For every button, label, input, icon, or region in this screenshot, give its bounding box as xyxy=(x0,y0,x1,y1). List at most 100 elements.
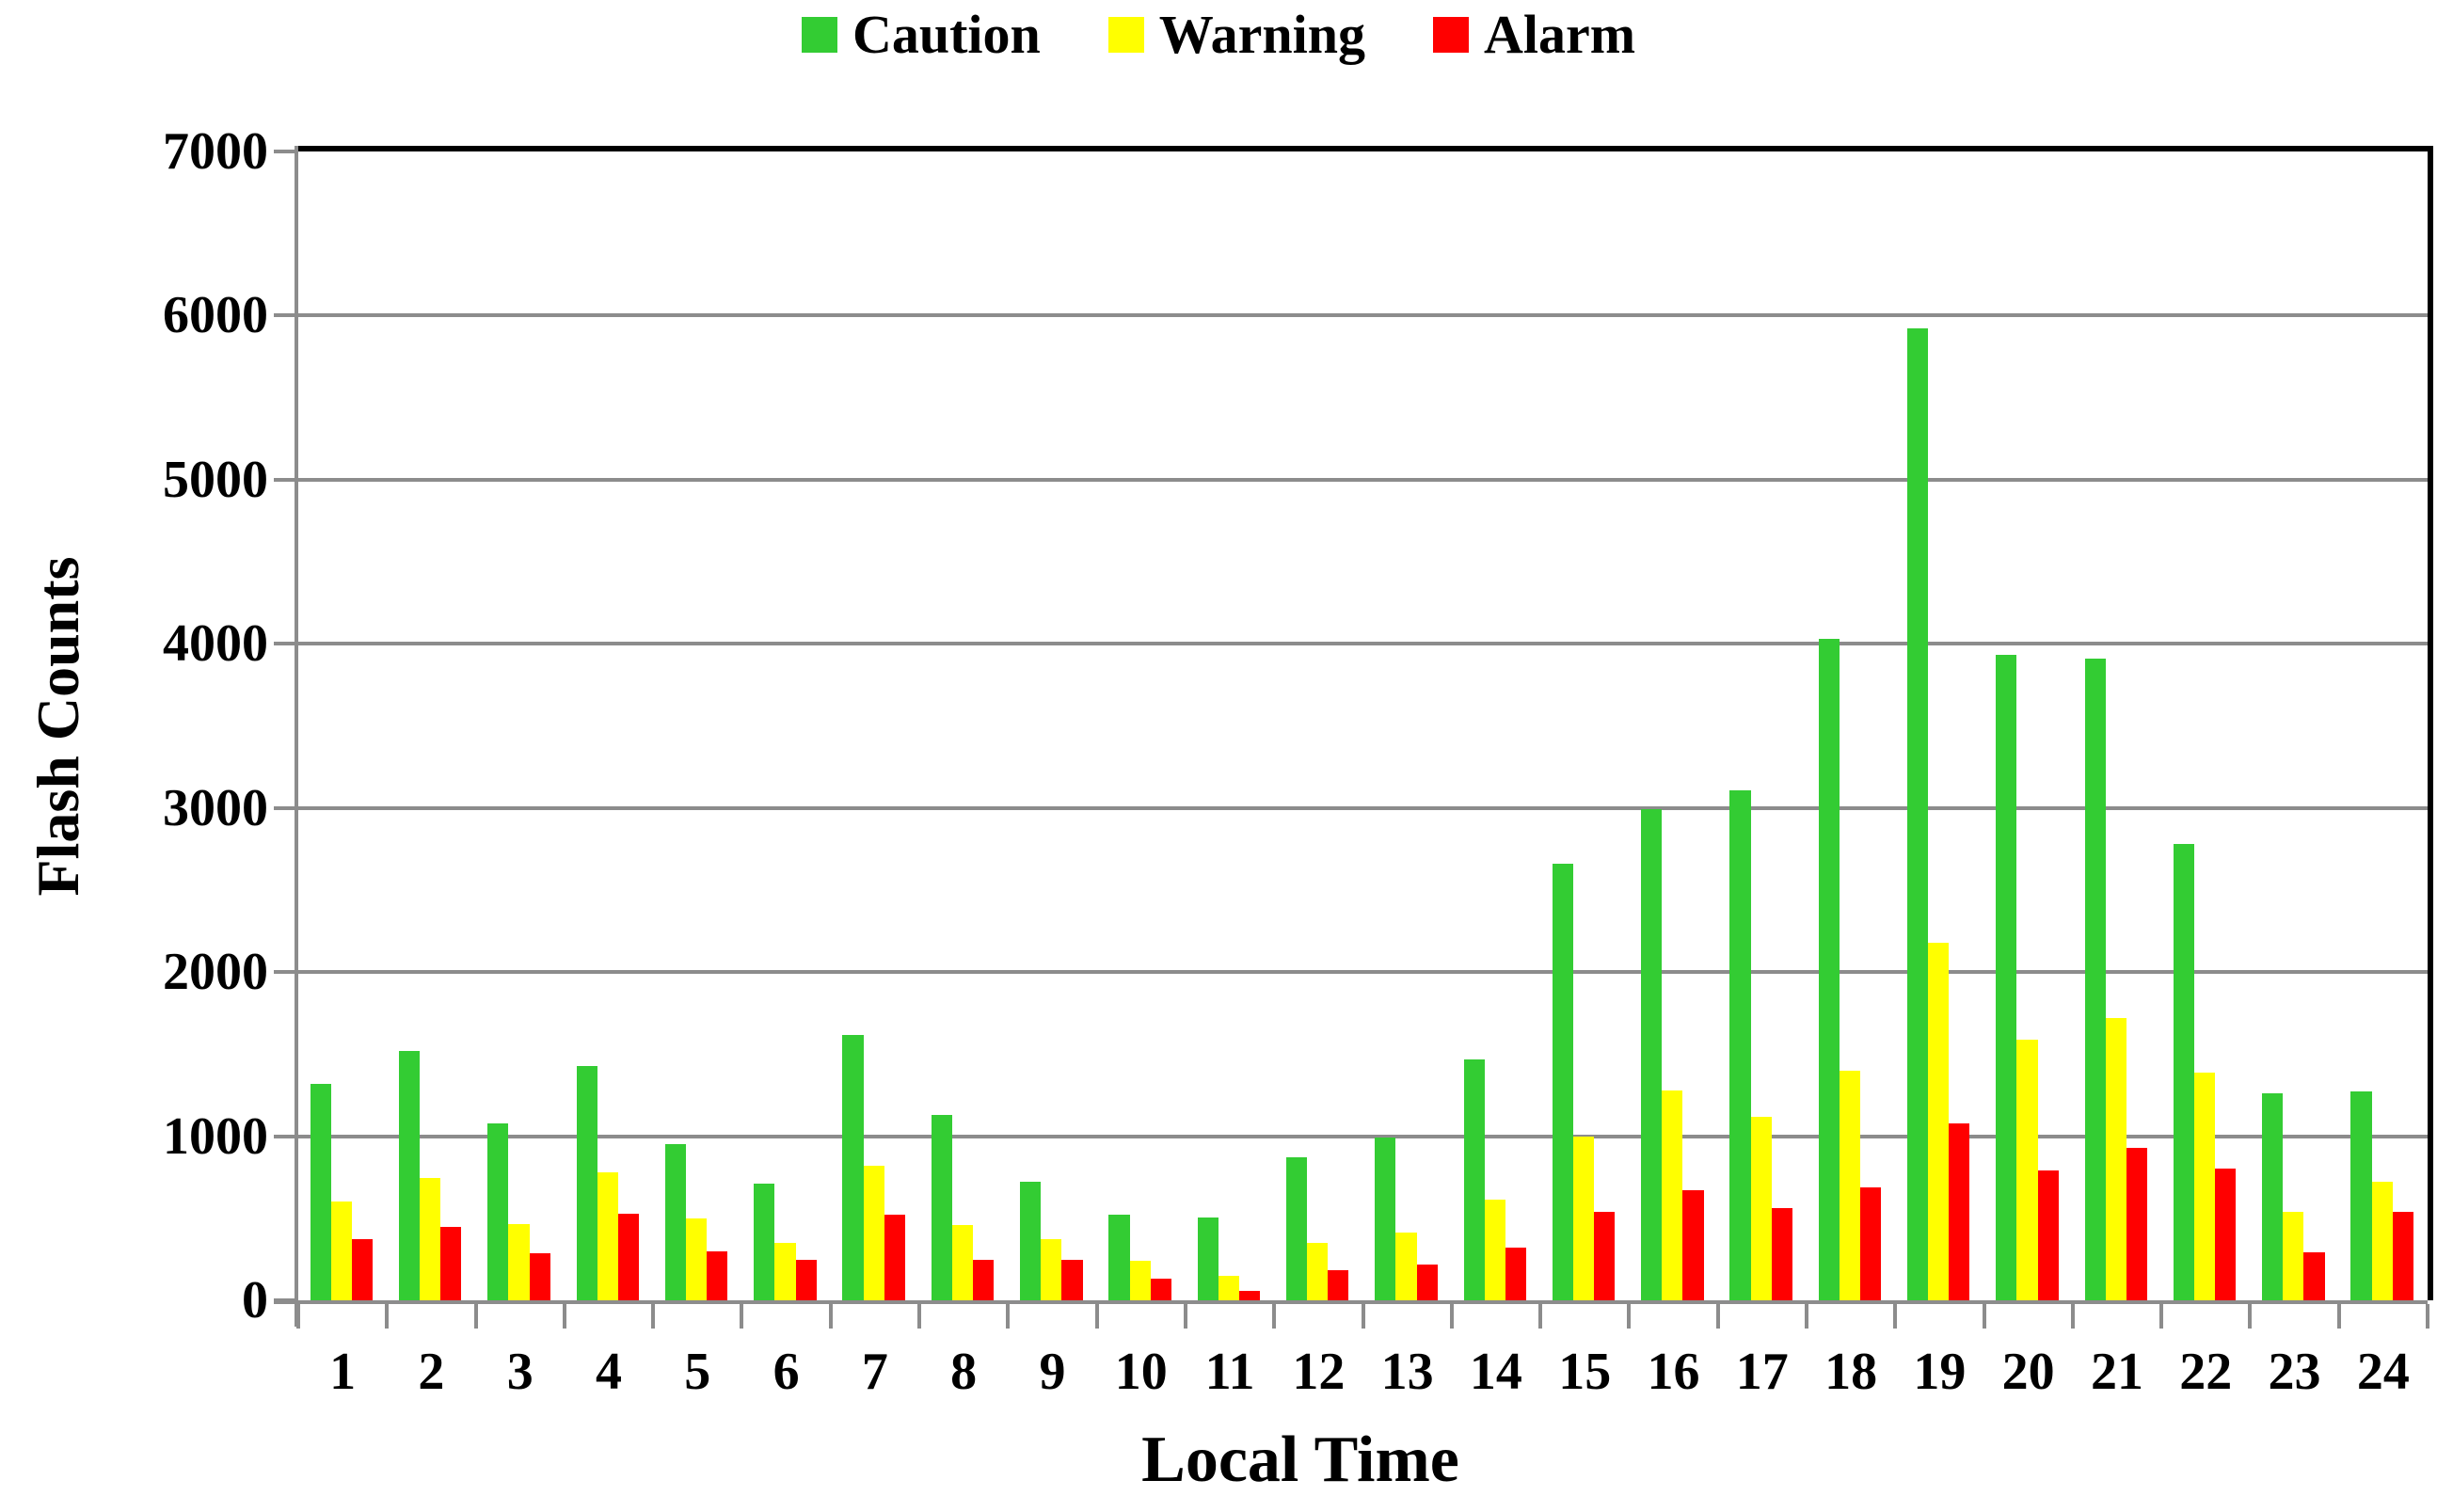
x-tick-label-17: 17 xyxy=(1735,1343,1789,1401)
bar-alarm-6 xyxy=(795,1260,817,1300)
bar-alarm-15 xyxy=(1594,1211,1616,1300)
legend-item-alarm: Alarm xyxy=(1432,8,1635,62)
bar-alarm-1 xyxy=(352,1239,374,1300)
legend-swatch-alarm xyxy=(1432,17,1469,53)
bar-alarm-17 xyxy=(1771,1208,1792,1300)
x-tick-label-22: 22 xyxy=(2179,1343,2233,1401)
x-tick-label-5: 5 xyxy=(684,1343,711,1401)
y-tick-2000 xyxy=(274,970,298,975)
x-tick-10 xyxy=(1183,1304,1187,1329)
gridline-6000 xyxy=(298,313,2428,318)
gridline-1000 xyxy=(298,1134,2428,1138)
bar-warning-18 xyxy=(1839,1070,1860,1300)
bar-alarm-9 xyxy=(1061,1260,1083,1300)
bar-warning-7 xyxy=(863,1165,884,1300)
bar-caution-24 xyxy=(2350,1091,2372,1300)
bar-caution-8 xyxy=(931,1114,952,1300)
x-tick-7 xyxy=(917,1304,922,1329)
y-tick-0 xyxy=(274,1298,298,1302)
y-tick-label-7000: 7000 xyxy=(163,122,268,181)
x-tick-label-8: 8 xyxy=(950,1343,978,1401)
legend-item-caution: Caution xyxy=(801,4,1041,65)
bar-alarm-18 xyxy=(1860,1186,1882,1300)
x-tick-label-23: 23 xyxy=(2268,1343,2321,1401)
bar-alarm-14 xyxy=(1505,1248,1526,1300)
y-tick-label-2000: 2000 xyxy=(163,943,268,1002)
bar-warning-5 xyxy=(686,1218,708,1300)
bar-warning-19 xyxy=(1928,942,1950,1300)
y-tick-4000 xyxy=(274,642,298,646)
bar-caution-11 xyxy=(1197,1217,1218,1300)
bar-warning-10 xyxy=(1129,1261,1151,1300)
x-tick-11 xyxy=(1272,1304,1277,1329)
x-tick-24 xyxy=(2426,1304,2429,1329)
legend: Caution Warning Alarm xyxy=(0,8,2437,62)
legend-swatch-caution xyxy=(801,17,837,53)
bar-caution-20 xyxy=(1996,655,2017,1300)
x-tick-15 xyxy=(1627,1304,1632,1329)
x-tick-label-12: 12 xyxy=(1292,1343,1346,1401)
x-tick-label-13: 13 xyxy=(1380,1343,1434,1401)
bar-warning-9 xyxy=(1041,1239,1062,1300)
bar-caution-15 xyxy=(1552,864,1573,1300)
x-tick-12 xyxy=(1361,1304,1365,1329)
x-tick-label-14: 14 xyxy=(1469,1343,1522,1401)
bar-warning-15 xyxy=(1572,1136,1595,1300)
legend-item-warning: Warning xyxy=(1107,8,1365,62)
x-tick-label-10: 10 xyxy=(1114,1343,1168,1401)
bar-warning-1 xyxy=(330,1202,353,1300)
x-tick-20 xyxy=(2070,1304,2075,1329)
x-tick-label-9: 9 xyxy=(1039,1343,1066,1401)
x-tick-3 xyxy=(562,1304,566,1329)
legend-label-caution: Caution xyxy=(852,4,1041,65)
x-tick-5 xyxy=(740,1304,744,1329)
gridline-5000 xyxy=(298,477,2428,482)
x-tick-2 xyxy=(473,1304,478,1329)
bar-alarm-23 xyxy=(2303,1252,2325,1300)
bar-warning-11 xyxy=(1218,1275,1239,1300)
y-tick-label-5000: 5000 xyxy=(163,450,268,509)
bar-alarm-21 xyxy=(2126,1147,2148,1300)
bar-warning-17 xyxy=(1750,1116,1772,1300)
x-tick-label-4: 4 xyxy=(596,1343,623,1401)
x-tick-0 xyxy=(296,1304,300,1329)
x-tick-label-16: 16 xyxy=(1647,1343,1700,1401)
bar-warning-21 xyxy=(2105,1017,2126,1300)
x-tick-22 xyxy=(2248,1304,2253,1329)
bar-warning-16 xyxy=(1662,1090,1683,1300)
bar-caution-19 xyxy=(1906,328,1929,1300)
bar-alarm-16 xyxy=(1682,1190,1704,1300)
bar-alarm-2 xyxy=(440,1226,462,1300)
bar-caution-13 xyxy=(1375,1138,1396,1300)
x-tick-16 xyxy=(1715,1304,1720,1329)
bar-alarm-8 xyxy=(973,1260,995,1300)
x-tick-label-6: 6 xyxy=(773,1343,800,1401)
bar-warning-6 xyxy=(774,1242,796,1300)
x-tick-label-20: 20 xyxy=(2001,1343,2055,1401)
x-tick-4 xyxy=(651,1304,656,1329)
x-tick-14 xyxy=(1538,1304,1543,1329)
bar-caution-2 xyxy=(399,1050,421,1300)
y-tick-label-3000: 3000 xyxy=(163,778,268,837)
plot-border-right xyxy=(2428,146,2433,1300)
x-tick-19 xyxy=(1982,1304,1986,1329)
bar-alarm-12 xyxy=(1328,1269,1349,1300)
y-tick-label-0: 0 xyxy=(242,1271,268,1329)
bar-caution-22 xyxy=(2173,844,2194,1300)
bar-caution-1 xyxy=(310,1083,331,1300)
bar-warning-22 xyxy=(2194,1072,2216,1300)
x-tick-label-7: 7 xyxy=(861,1343,888,1401)
x-tick-label-18: 18 xyxy=(1824,1343,1878,1401)
bar-warning-8 xyxy=(951,1224,974,1300)
bar-warning-13 xyxy=(1395,1233,1417,1300)
bar-alarm-20 xyxy=(2037,1170,2059,1300)
x-tick-label-24: 24 xyxy=(2356,1343,2410,1401)
bar-warning-20 xyxy=(2016,1039,2038,1300)
bar-caution-7 xyxy=(842,1035,864,1300)
y-tick-3000 xyxy=(274,805,298,810)
x-tick-8 xyxy=(1006,1304,1011,1329)
gridline-2000 xyxy=(298,970,2428,975)
y-tick-6000 xyxy=(274,313,298,318)
